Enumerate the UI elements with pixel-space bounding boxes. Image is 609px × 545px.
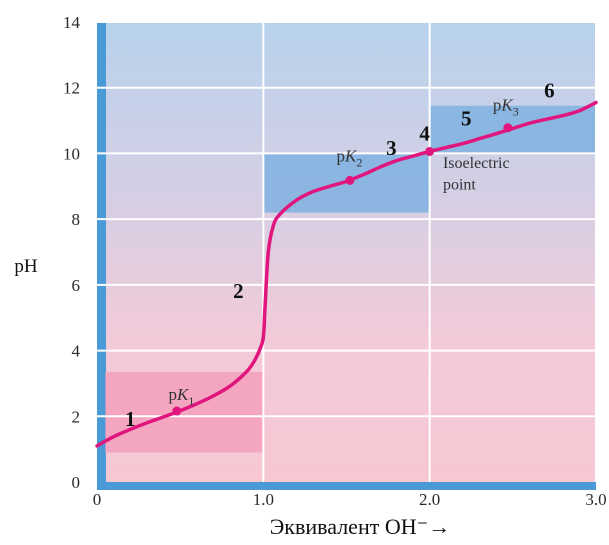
titration-curve [95, 100, 598, 448]
pk3-label: pK3 [493, 96, 519, 119]
point-pK3 [503, 123, 513, 133]
pk1-label: pK1 [169, 385, 195, 408]
point-isoelectric [425, 146, 435, 156]
y-axis-label: pH [14, 256, 38, 277]
isoelectric-label: Isoelectric [443, 155, 510, 172]
x-axis-label: Эквивалент OH⁻→ [270, 514, 450, 539]
y-tick-label: 10 [63, 144, 80, 163]
y-tick-label: 4 [72, 342, 81, 361]
gridlines [97, 21, 597, 482]
stage-3-label: 3 [386, 136, 397, 160]
y-tick-label: 6 [72, 276, 81, 295]
stage-4-label: 4 [419, 121, 430, 145]
annotations: pK1 pK2 pK3 Isoelectric point 1 2 34 5 6 [125, 79, 555, 432]
x-axis-bar [97, 482, 596, 490]
x-tick-label: 1.0 [253, 490, 274, 509]
y-tick-label: 8 [72, 210, 81, 229]
stage-2-label: 2 [233, 279, 244, 303]
x-tick-label: 2.0 [419, 490, 440, 509]
stage-5-label: 5 [461, 107, 472, 131]
x-tick-label: 0 [93, 490, 102, 509]
y-tick-label: 0 [72, 473, 81, 492]
curve-series-1 [95, 100, 598, 448]
stage-1-label: 1 [125, 407, 136, 431]
y-tick-label: 2 [72, 407, 81, 426]
x-tick-label: 3.0 [585, 490, 606, 509]
pk-region-1 [105, 371, 264, 453]
y-axis-bar [97, 22, 106, 490]
pk2-label: pK2 [337, 147, 363, 170]
pk-points [172, 123, 513, 416]
y-tick-label: 12 [63, 79, 80, 98]
isoelectric-point-label: point [443, 177, 476, 194]
point-pK1 [172, 406, 182, 416]
point-pK2 [345, 175, 355, 185]
stage-6-label: 6 [544, 79, 555, 103]
y-tick-label: 14 [63, 13, 81, 32]
